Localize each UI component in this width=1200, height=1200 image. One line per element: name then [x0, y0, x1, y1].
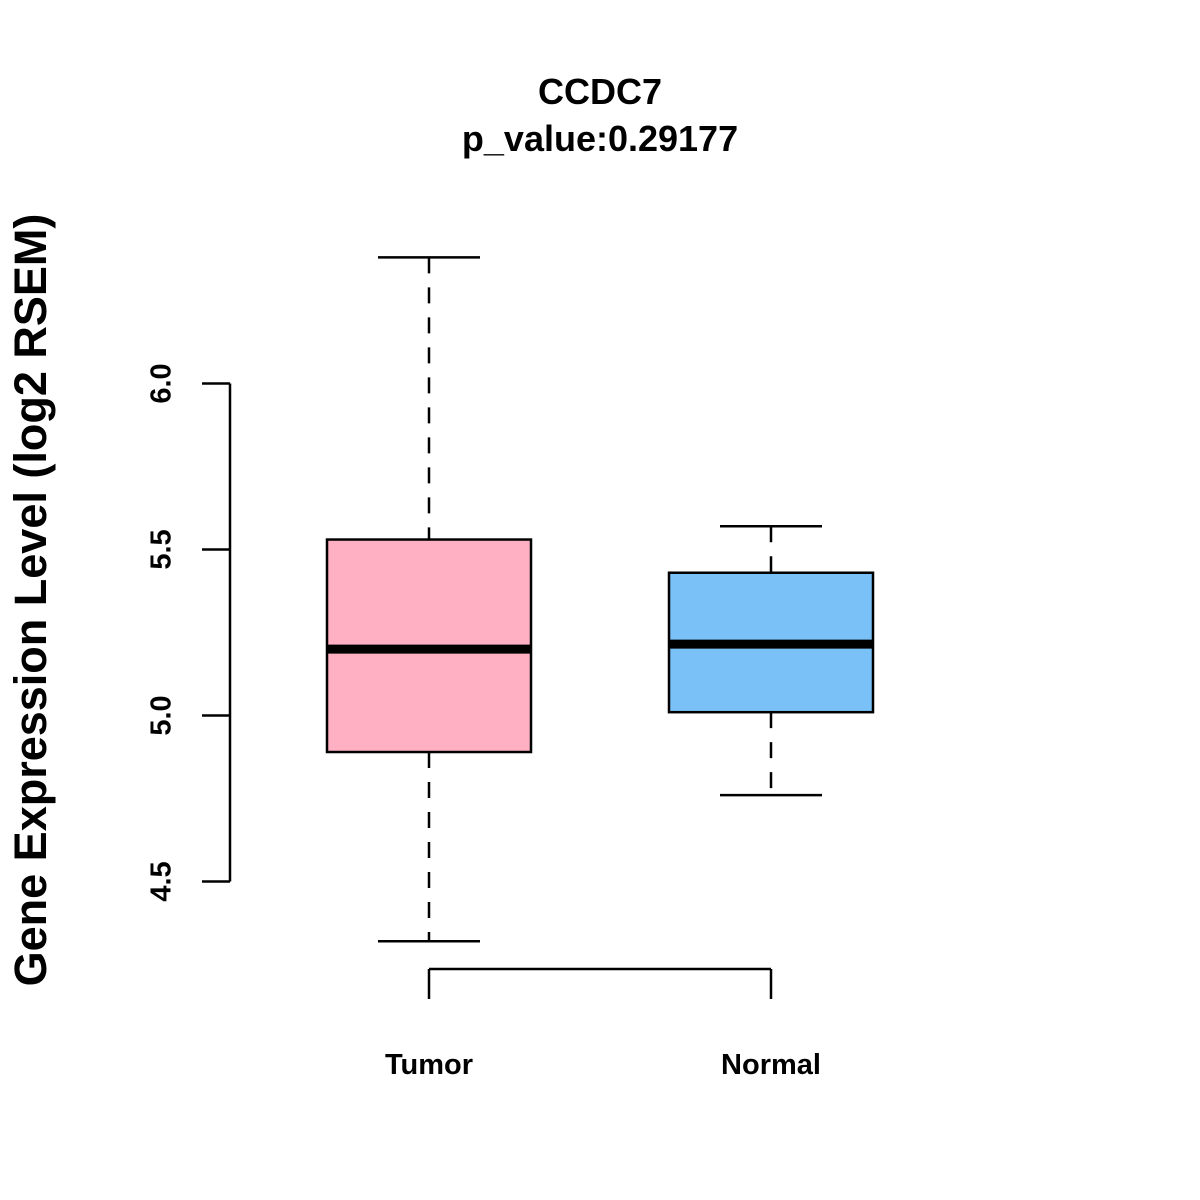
box-group-tumor: [325, 256, 533, 943]
y-tick-label: 5.0: [145, 695, 177, 735]
y-tick-label: 6.0: [145, 363, 177, 403]
y-axis-label: Gene Expression Level (log2 RSEM): [5, 214, 56, 987]
chart-subtitle: p_value:0.29177: [462, 118, 738, 159]
x-tick-label: Tumor: [385, 1049, 473, 1081]
chart-title: CCDC7: [538, 71, 662, 112]
x-tick-label: Normal: [721, 1049, 821, 1081]
x-axis: Tumor Normal: [385, 967, 821, 1081]
y-tick-label: 4.5: [145, 861, 177, 901]
y-tick-label: 5.5: [145, 529, 177, 569]
boxes: [325, 256, 875, 943]
y-axis: 4.5 5.0 5.5 6.0: [145, 363, 232, 902]
box-group-normal: [667, 525, 875, 797]
